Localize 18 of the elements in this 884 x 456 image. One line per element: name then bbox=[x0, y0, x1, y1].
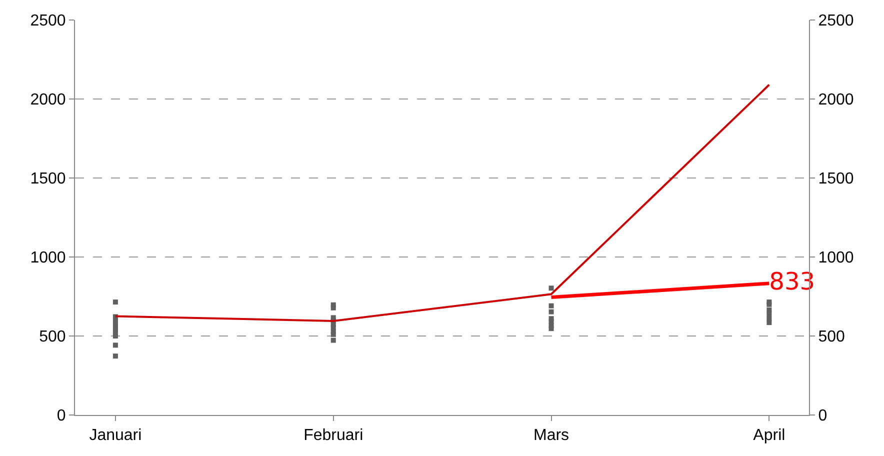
y-tick-label: 1000 bbox=[30, 250, 66, 267]
y2-tick-label: 0 bbox=[818, 408, 828, 425]
y2-tick-label: 2000 bbox=[818, 92, 854, 109]
x-tick-label: Mars bbox=[533, 427, 570, 444]
x-tick-label: Februari bbox=[304, 427, 364, 444]
y2-tick-label: 2500 bbox=[818, 12, 854, 30]
y-tick-label: 0 bbox=[56, 408, 66, 425]
y-tick-label: 2000 bbox=[30, 92, 66, 109]
y-tick-label: 2500 bbox=[30, 12, 66, 30]
line-series bbox=[114, 84, 770, 322]
y-tick-label: 1500 bbox=[30, 170, 66, 188]
y2-tick-label: 1000 bbox=[818, 250, 854, 267]
y2-tick-label: 500 bbox=[818, 328, 845, 346]
y2-tick-label: 1500 bbox=[818, 170, 854, 188]
y-tick-label: 500 bbox=[39, 328, 66, 346]
x-tick-label: Januari bbox=[89, 427, 142, 444]
data-label: 833 bbox=[769, 267, 815, 296]
x-tick-label: April bbox=[753, 427, 786, 444]
